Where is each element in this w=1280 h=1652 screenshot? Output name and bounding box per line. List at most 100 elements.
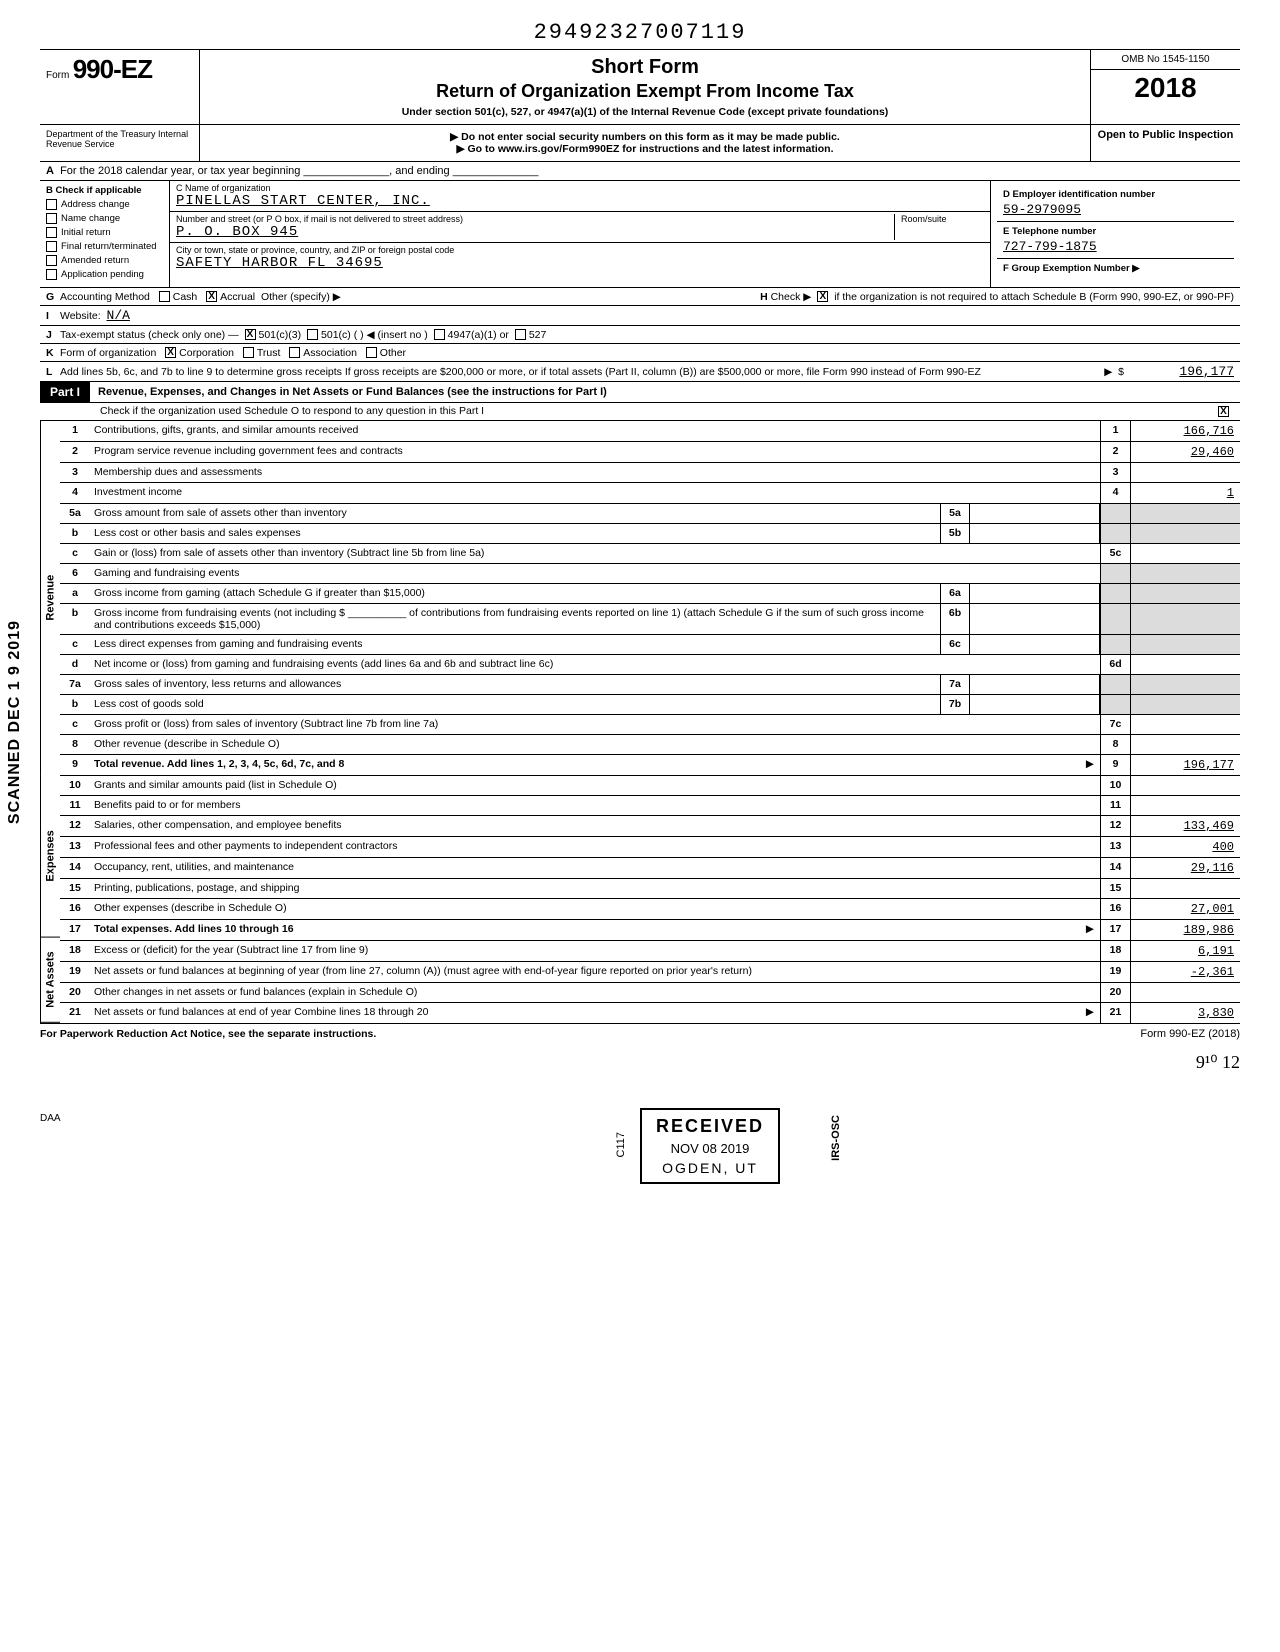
tax-status-label: Tax-exempt status (check only one) — bbox=[60, 329, 239, 341]
chk-amended[interactable] bbox=[46, 255, 57, 266]
chk-initial-return[interactable] bbox=[46, 227, 57, 238]
chk-other-org[interactable] bbox=[366, 347, 377, 358]
header-row: Form 990-EZ Short Form Return of Organiz… bbox=[40, 49, 1240, 125]
line-num: b bbox=[60, 524, 90, 543]
line-val[interactable]: 189,986 bbox=[1130, 920, 1240, 940]
form-footer: Form 990-EZ (2018) bbox=[1140, 1028, 1240, 1040]
line-row-9: 9Total revenue. Add lines 1, 2, 3, 4, 5c… bbox=[60, 755, 1240, 776]
opt-corp: Corporation bbox=[179, 347, 234, 359]
line-num: 11 bbox=[60, 796, 90, 815]
chk-accrual[interactable]: X bbox=[206, 291, 217, 302]
chk-501c3[interactable]: X bbox=[245, 329, 256, 340]
arrow-icon: ▶ bbox=[1080, 920, 1100, 940]
line-desc: Gross sales of inventory, less returns a… bbox=[90, 675, 940, 694]
line-val[interactable] bbox=[1130, 879, 1240, 898]
chk-4947[interactable] bbox=[434, 329, 445, 340]
line-row-18: 18Excess or (deficit) for the year (Subt… bbox=[60, 941, 1240, 962]
opt-other-org: Other bbox=[380, 347, 406, 359]
line-desc: Occupancy, rent, utilities, and maintena… bbox=[90, 858, 1100, 878]
line-row-11: 11Benefits paid to or for members11 bbox=[60, 796, 1240, 816]
chk-cash[interactable] bbox=[159, 291, 170, 302]
opt-527: 527 bbox=[529, 329, 547, 341]
opt-other: Other (specify) ▶ bbox=[261, 291, 341, 303]
line-row-3: 3Membership dues and assessments3 bbox=[60, 463, 1240, 483]
line-desc: Other expenses (describe in Schedule O) bbox=[90, 899, 1100, 919]
line-midval[interactable] bbox=[970, 524, 1100, 543]
chk-schedule-b[interactable]: X bbox=[817, 291, 828, 302]
line-num: 4 bbox=[60, 483, 90, 503]
line-desc: Excess or (deficit) for the year (Subtra… bbox=[90, 941, 1100, 961]
line-midval[interactable] bbox=[970, 695, 1100, 714]
line-val[interactable]: 29,116 bbox=[1130, 858, 1240, 878]
row-k-form-org: K Form of organization XCorporation Trus… bbox=[40, 344, 1240, 362]
line-val[interactable] bbox=[1130, 796, 1240, 815]
c117-label: C117 bbox=[615, 1132, 627, 1157]
chk-assoc[interactable] bbox=[289, 347, 300, 358]
chk-trust[interactable] bbox=[243, 347, 254, 358]
row-l-text: Add lines 5b, 6c, and 7b to line 9 to de… bbox=[60, 366, 1104, 378]
col-d-contact: D Employer identification number 59-2979… bbox=[990, 181, 1240, 287]
line-desc: Less direct expenses from gaming and fun… bbox=[90, 635, 940, 654]
line-desc: Other revenue (describe in Schedule O) bbox=[90, 735, 1100, 754]
row-g-accounting: G Accounting Method Cash XAccrual Other … bbox=[40, 288, 1240, 306]
line-box: 16 bbox=[1100, 899, 1130, 919]
line-midbox: 5a bbox=[940, 504, 970, 523]
line-val[interactable]: 3,830 bbox=[1130, 1003, 1240, 1023]
line-num: 12 bbox=[60, 816, 90, 836]
line-midval[interactable] bbox=[970, 604, 1100, 634]
line-desc: Gain or (loss) from sale of assets other… bbox=[90, 544, 1100, 563]
line-val[interactable]: 166,716 bbox=[1130, 421, 1240, 441]
line-val[interactable] bbox=[1130, 544, 1240, 563]
line-val[interactable]: 196,177 bbox=[1130, 755, 1240, 775]
line-num: 21 bbox=[60, 1003, 90, 1023]
line-val[interactable] bbox=[1130, 463, 1240, 482]
line-val[interactable]: 400 bbox=[1130, 837, 1240, 857]
top-document-id: 29492327007119 bbox=[40, 20, 1240, 45]
line-val[interactable]: 27,001 bbox=[1130, 899, 1240, 919]
ssn-notice: Do not enter social security numbers on … bbox=[206, 131, 1084, 143]
line-num: b bbox=[60, 604, 90, 634]
chk-app-pending[interactable] bbox=[46, 269, 57, 280]
chk-address-change[interactable] bbox=[46, 199, 57, 210]
line-val[interactable]: 1 bbox=[1130, 483, 1240, 503]
line-row-7a: 7aGross sales of inventory, less returns… bbox=[60, 675, 1240, 695]
line-num: d bbox=[60, 655, 90, 674]
row-i-website: I Website: N/A bbox=[40, 306, 1240, 326]
line-midval[interactable] bbox=[970, 504, 1100, 523]
line-val[interactable] bbox=[1130, 983, 1240, 1002]
room-label: Room/suite bbox=[901, 214, 984, 224]
chk-527[interactable] bbox=[515, 329, 526, 340]
received-stamp: RECEIVED NOV 08 2019 OGDEN, UT bbox=[640, 1108, 780, 1184]
website-value: N/A bbox=[107, 308, 130, 323]
line-midval[interactable] bbox=[970, 675, 1100, 694]
line-val[interactable] bbox=[1130, 715, 1240, 734]
chk-final-return[interactable] bbox=[46, 241, 57, 252]
h-rest: if the organization is not required to a… bbox=[834, 291, 1234, 303]
chk-schedule-o[interactable]: X bbox=[1218, 406, 1229, 417]
short-form-title: Short Form bbox=[210, 56, 1080, 79]
line-num: c bbox=[60, 635, 90, 654]
line-midbox: 6b bbox=[940, 604, 970, 634]
line-val[interactable]: 29,460 bbox=[1130, 442, 1240, 462]
tax-year: 2018 bbox=[1091, 70, 1240, 106]
line-val[interactable] bbox=[1130, 776, 1240, 795]
line-val[interactable]: -2,361 bbox=[1130, 962, 1240, 982]
chk-name-change[interactable] bbox=[46, 213, 57, 224]
line-box: 14 bbox=[1100, 858, 1130, 878]
line-val[interactable] bbox=[1130, 735, 1240, 754]
line-midval[interactable] bbox=[970, 635, 1100, 654]
line-midval[interactable] bbox=[970, 584, 1100, 603]
notice-box: Do not enter social security numbers on … bbox=[200, 125, 1090, 161]
line-val[interactable]: 6,191 bbox=[1130, 941, 1240, 961]
line-num: 9 bbox=[60, 755, 90, 775]
lines-container: 1 Contributions, gifts, grants, and simil… bbox=[60, 421, 1240, 1023]
chk-501c[interactable] bbox=[307, 329, 318, 340]
line-box: 21 bbox=[1100, 1003, 1130, 1023]
chk-corp[interactable]: X bbox=[165, 347, 176, 358]
opt-assoc: Association bbox=[303, 347, 357, 359]
line-val[interactable] bbox=[1130, 655, 1240, 674]
line-num: 20 bbox=[60, 983, 90, 1002]
line-desc: Contributions, gifts, grants, and simila… bbox=[90, 421, 1100, 441]
row-a-tax-year: A For the 2018 calendar year, or tax yea… bbox=[40, 162, 1240, 181]
line-val[interactable]: 133,469 bbox=[1130, 816, 1240, 836]
